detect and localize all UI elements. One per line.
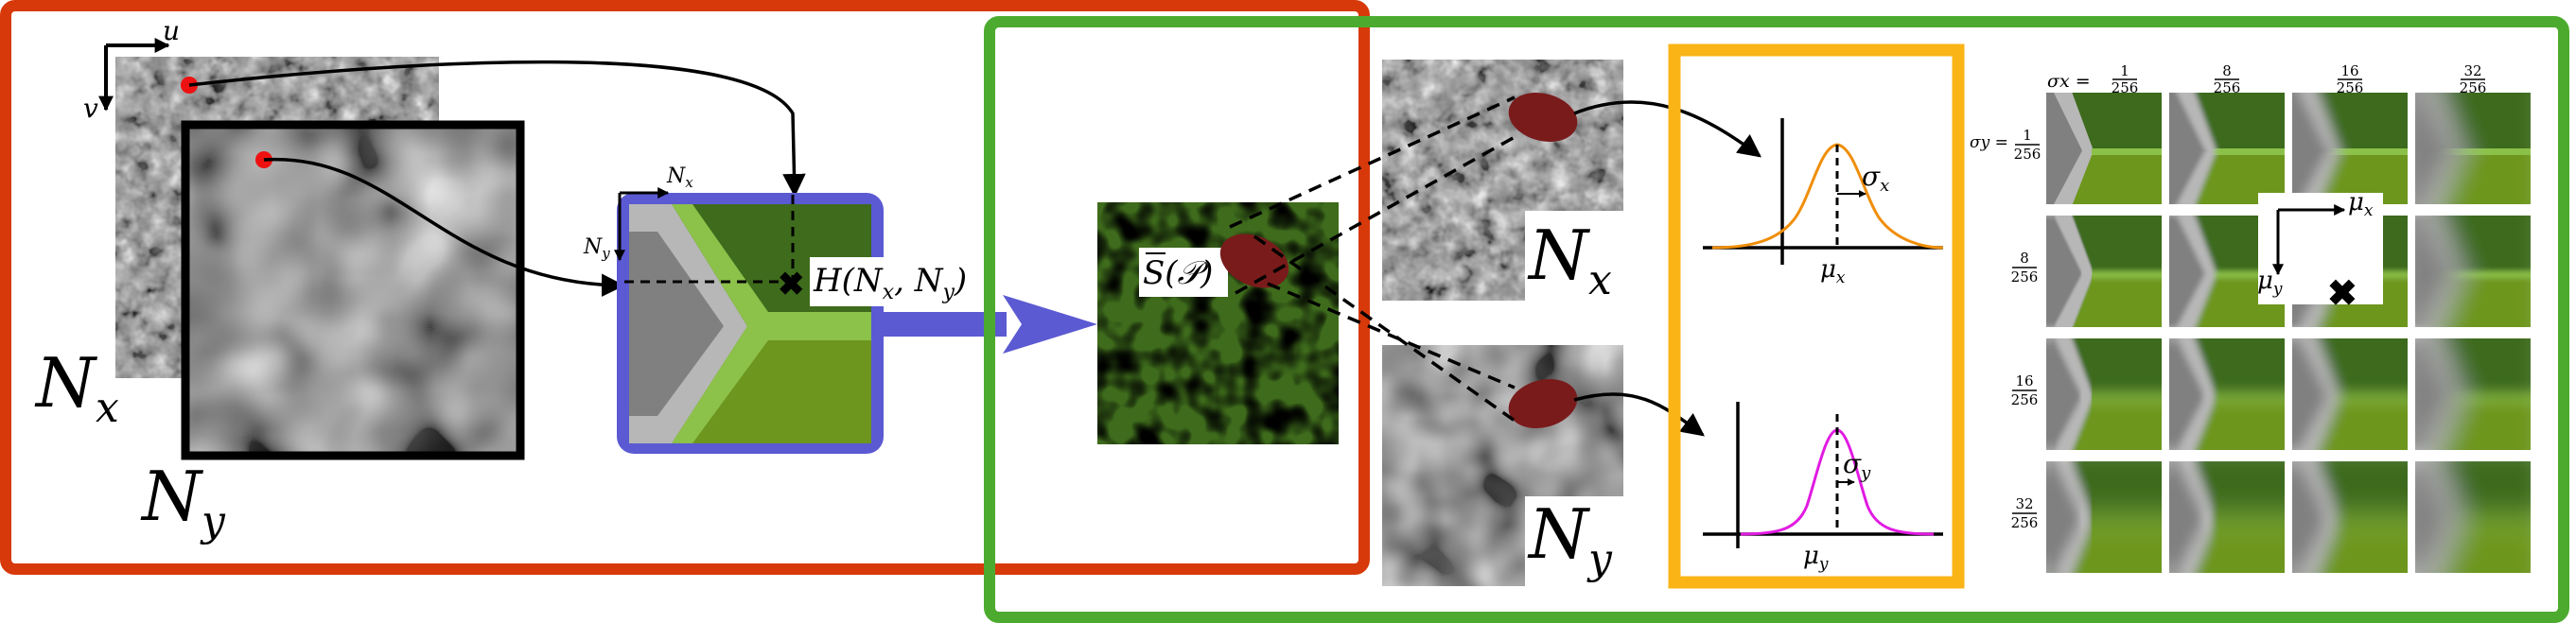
label-ny-middle: Ny: [1527, 494, 1613, 583]
gaussian-x-plot: [1703, 118, 1944, 265]
row-header-num: 32: [2015, 495, 2033, 512]
grid-marker: ✖: [2327, 271, 2357, 314]
arrow-ny-to-h: [263, 157, 625, 297]
h-axis-ny-label: Ny: [583, 235, 610, 262]
grid-cell: [2292, 93, 2408, 204]
col-header-num: 16: [2340, 62, 2358, 79]
gauss-y-sigma: σy: [1843, 448, 1871, 483]
uv-axes: [98, 38, 170, 112]
label-nx-middle-box: [1525, 211, 1623, 301]
yellow-frame: [1668, 43, 1965, 589]
noise-texture-ny: [181, 120, 525, 460]
grid-cell: [2415, 461, 2531, 573]
row-header-num: 1: [2023, 127, 2032, 144]
row-header-den: 256: [2014, 146, 2042, 163]
grid-cell: [2046, 461, 2162, 573]
col-header-den: 256: [2337, 79, 2364, 96]
h-label: H(Nx, Ny): [813, 262, 967, 304]
lookup-marker: ✖: [778, 266, 805, 303]
grid-cell: [2169, 93, 2285, 204]
grid-cell: [2292, 461, 2408, 573]
label-nx-middle: Nx: [1527, 216, 1612, 304]
grid-cell: [2046, 338, 2162, 450]
grid-cell: [2415, 338, 2531, 450]
row-header-num: 8: [2020, 250, 2029, 267]
grid-cell: [2169, 461, 2285, 573]
gauss-y-mu: μy: [1803, 542, 1829, 574]
label-ny-left: Ny: [140, 457, 226, 545]
row-header-den: 256: [2011, 391, 2039, 408]
gauss-x-mu: μx: [1820, 255, 1846, 287]
grid-cell: [2415, 216, 2531, 327]
grid-cell: [2292, 338, 2408, 450]
col-header-num: 1: [2120, 62, 2129, 79]
gaussian-y-plot: [1703, 402, 1943, 548]
h-axis-nx-label: Nx: [666, 164, 693, 191]
axis-v-label: v: [83, 93, 98, 124]
row-header-den: 256: [2011, 514, 2039, 531]
projection-lines: [1229, 95, 1516, 423]
arrow-ny-to-gauss: [1573, 392, 1705, 437]
red-frame: [0, 0, 1370, 575]
filtered-h-grid: [2046, 93, 2531, 573]
col-header-num: 8: [2222, 62, 2232, 79]
col-header-den: 256: [2460, 79, 2487, 96]
s-label: S(𝒫): [1143, 254, 1213, 292]
col-header-den: 256: [2112, 79, 2139, 96]
sigma-x-prefix: σx =: [2047, 71, 2091, 92]
h-label-box: [810, 257, 986, 306]
grid-axes: [2272, 204, 2346, 276]
s-label-box: [1139, 248, 1228, 297]
grid-cell: [2046, 216, 2162, 327]
arrow-nx-to-h: [188, 60, 806, 198]
sample-ellipse-ny: [1508, 379, 1578, 428]
gauss-x-sigma: σx: [1862, 161, 1889, 196]
sample-ellipse-s: [1219, 234, 1289, 288]
h-map-axes: [614, 187, 670, 262]
label-nx-left: Nx: [34, 343, 119, 432]
synthesized-texture-overlay: [1097, 202, 1339, 444]
col-header-num: 32: [2463, 62, 2481, 79]
sigma-y-prefix: σy =: [1970, 133, 2008, 152]
grid-cell: [2415, 93, 2531, 204]
axis-u-label: u: [163, 15, 180, 46]
green-frame: [984, 16, 2569, 623]
row-header-num: 16: [2015, 372, 2033, 389]
col-header-den: 256: [2214, 79, 2241, 96]
h-map: [617, 193, 884, 454]
lookup-dashes: [624, 195, 795, 284]
label-ny-middle-box: [1525, 496, 1623, 586]
grid-cell: [2169, 338, 2285, 450]
row-header-den: 256: [2011, 268, 2039, 286]
grid-axis-mu-y: μy: [2257, 267, 2283, 299]
grid-axis-mu-x: μx: [2348, 188, 2374, 220]
sample-ellipse-nx: [1508, 93, 1578, 142]
grid-cell: [2046, 93, 2162, 204]
